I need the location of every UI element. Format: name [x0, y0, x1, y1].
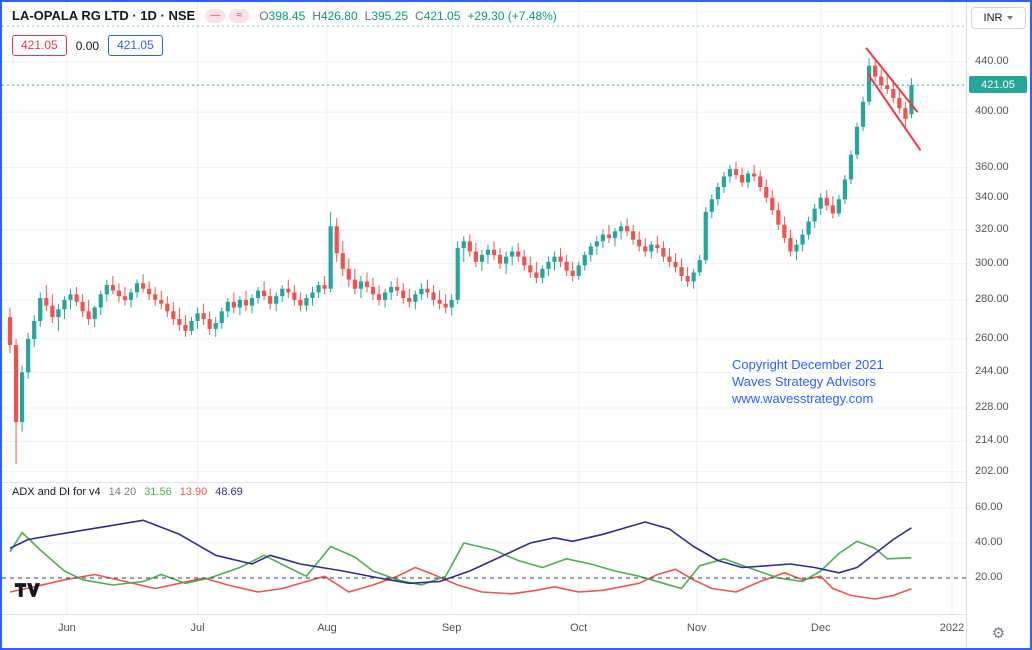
- approx-pill-icon[interactable]: ≈: [229, 8, 250, 23]
- time-axis-label: Aug: [317, 622, 337, 634]
- symbol-title[interactable]: LA-OPALA RG LTD · 1D · NSE: [12, 8, 196, 23]
- axis-label: 202.00: [975, 464, 1009, 477]
- chart-canvas[interactable]: [2, 2, 966, 614]
- time-axis-label: Jul: [190, 622, 205, 634]
- copyright-line: www.wavesstrategy.com: [732, 391, 874, 406]
- axis-label: 400.00: [975, 105, 1009, 118]
- close-value: 421.05: [423, 8, 461, 23]
- red-price-badge[interactable]: 421.05: [12, 35, 67, 56]
- chevron-down-icon: [1007, 16, 1014, 20]
- price-badges-row: 421.05 0.00 421.05: [12, 35, 163, 56]
- axis-label: 340.00: [975, 190, 1009, 203]
- axis-label: 260.00: [975, 331, 1009, 344]
- zero-value: 0.00: [75, 38, 100, 53]
- gear-icon[interactable]: ⚙: [991, 625, 1006, 642]
- legend-pills: — ≈: [205, 8, 250, 23]
- ohlc-readout: O398.45 H426.80 L395.25 C421.05 +29.30 (…: [259, 9, 557, 23]
- axis-label: 244.00: [975, 365, 1009, 378]
- open-value: 398.45: [268, 8, 306, 23]
- time-axis-label: Nov: [686, 622, 707, 634]
- open-label: O: [259, 8, 269, 23]
- minus-di-value: 13.90: [179, 486, 208, 498]
- change-value: +29.30 (+7.48%): [467, 8, 557, 23]
- copyright-watermark: Copyright December 2021 Waves Strategy A…: [732, 356, 884, 407]
- tradingview-logo-icon: [14, 583, 40, 597]
- low-value: 395.25: [371, 8, 409, 23]
- axis-label: 280.00: [975, 292, 1009, 305]
- axis-label: 300.00: [975, 256, 1009, 269]
- close-label: C: [415, 8, 424, 23]
- pane-divider[interactable]: [2, 482, 1030, 483]
- time-axis-label: Sep: [441, 622, 462, 634]
- high-value: 426.80: [320, 8, 358, 23]
- axis-label: 440.00: [975, 55, 1009, 67]
- currency-label: INR: [983, 12, 1003, 24]
- time-axis-label: Jun: [57, 622, 76, 634]
- price-axis-border: [966, 2, 967, 648]
- axis-label: 214.00: [975, 434, 1009, 447]
- indicator-name[interactable]: ADX and DI for v4: [12, 486, 101, 498]
- low-label: L: [364, 8, 372, 23]
- tradingview-logo[interactable]: [14, 582, 40, 603]
- minus-pill-icon[interactable]: —: [205, 8, 226, 23]
- axis-label: 20.00: [975, 571, 1003, 583]
- time-axis-label: Oct: [570, 622, 588, 634]
- copyright-line: Waves Strategy Advisors: [732, 374, 877, 389]
- axis-label: 360.00: [975, 160, 1009, 173]
- copyright-line: Copyright December 2021: [732, 357, 884, 372]
- time-axis-label: 2022: [939, 622, 965, 634]
- symbol-legend: LA-OPALA RG LTD · 1D · NSE — ≈ O398.45 H…: [12, 8, 557, 23]
- high-label: H: [312, 8, 321, 23]
- currency-selector[interactable]: INR: [971, 7, 1026, 29]
- time-axis-label: Dec: [810, 622, 831, 634]
- indicator-params: 14 20: [108, 486, 137, 498]
- indicator-legend: ADX and DI for v4 14 20 31.56 13.90 48.6…: [12, 486, 243, 498]
- time-axis[interactable]: Jun Jul Aug Sep Oct Nov Dec 2022: [2, 614, 966, 648]
- current-price-badge: 421.05: [969, 76, 1027, 94]
- axis-label: 40.00: [975, 536, 1003, 548]
- price-axis[interactable]: INR 421.05 ⚙ 440.00 400.00 360.00 340.00 320…: [967, 2, 1030, 648]
- plus-di-value: 31.56: [144, 486, 172, 498]
- blue-price-badge[interactable]: 421.05: [108, 35, 163, 56]
- adx-value: 48.69: [215, 486, 243, 498]
- time-axis-border: [2, 614, 1030, 615]
- axis-label: 60.00: [975, 501, 1003, 513]
- axis-label: 320.00: [975, 222, 1009, 235]
- axis-label: 228.00: [975, 401, 1009, 414]
